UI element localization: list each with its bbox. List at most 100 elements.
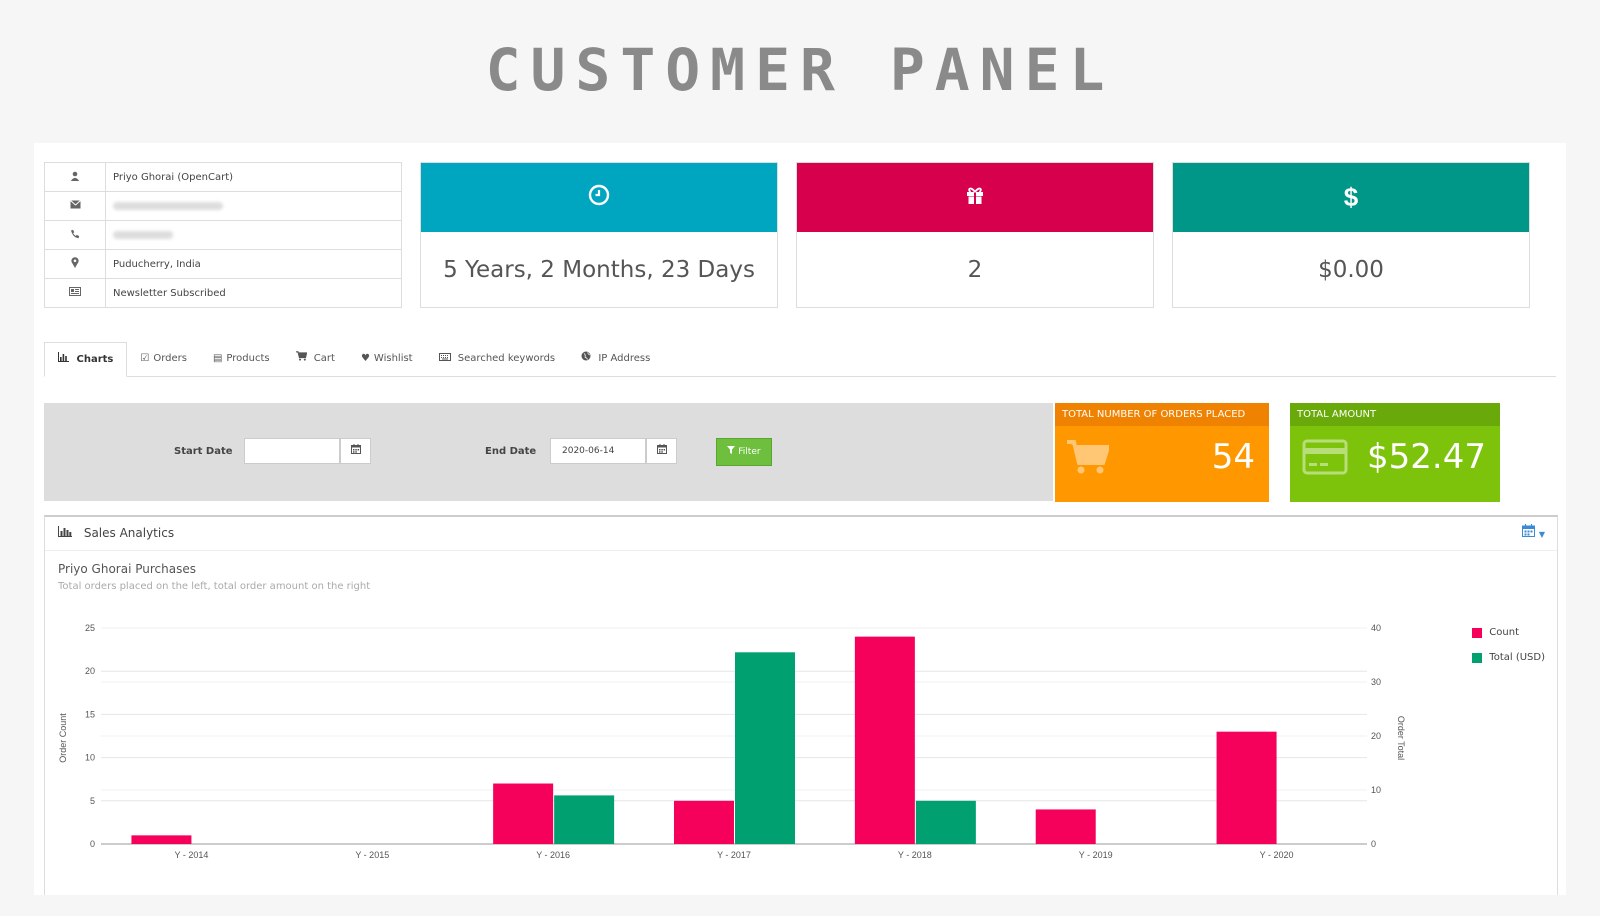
- y-right-tick-label: 30: [1371, 677, 1381, 687]
- info-row-newsletter: Newsletter Subscribed: [44, 278, 402, 308]
- bar-count: [1216, 731, 1277, 844]
- analytics-heading: Sales Analytics: [83, 526, 175, 540]
- bar-count: [674, 800, 734, 844]
- total-orders-box: TOTAL NUMBER OF ORDERS PLACED 54: [1055, 403, 1269, 502]
- y-tick-label: 20: [85, 666, 95, 676]
- tab-label: Products: [226, 353, 270, 364]
- y-right-tick-label: 40: [1371, 623, 1381, 633]
- legend-swatch: [1472, 652, 1483, 663]
- gift-value: 2: [967, 257, 983, 283]
- y-right-tick-label: 0: [1371, 839, 1376, 849]
- y-axis-label: Order Count: [58, 713, 68, 763]
- tab-label: IP Address: [598, 353, 651, 364]
- y-right-axis-label: Order Total: [1396, 716, 1406, 760]
- heart-icon: ♥: [360, 353, 370, 364]
- bar-total: [554, 795, 615, 844]
- clock-icon: [588, 184, 610, 212]
- x-tick-label: Y - 2014: [174, 850, 208, 860]
- tab-charts[interactable]: Charts: [44, 342, 128, 377]
- start-date-input[interactable]: [244, 438, 340, 464]
- envelope-icon: [44, 191, 106, 221]
- card-header: [797, 163, 1153, 232]
- x-tick-label: Y - 2015: [355, 850, 389, 860]
- analytics-period-dropdown[interactable]: ▼: [1521, 517, 1545, 551]
- chart-title: Priyo Ghorai Purchases: [58, 562, 196, 576]
- customer-info-table: Priyo Ghorai (OpenCart) Puducherry, Indi…: [44, 162, 402, 308]
- bar-chart-icon: [58, 526, 76, 540]
- tab-label: Charts: [76, 354, 114, 365]
- y-right-tick-label: 20: [1371, 731, 1381, 741]
- list-icon: ▤: [212, 353, 223, 364]
- check-square-icon: ☑: [140, 353, 150, 364]
- info-row-phone: [44, 220, 402, 250]
- end-date-label: End Date: [485, 446, 537, 457]
- tab-label: Searched keywords: [457, 353, 556, 364]
- legend-item-count[interactable]: Count: [1472, 627, 1545, 638]
- newspaper-icon: [44, 278, 106, 308]
- user-icon: [44, 162, 106, 192]
- globe-icon: [581, 351, 594, 364]
- tab-cart[interactable]: Cart: [283, 342, 348, 376]
- legend-swatch: [1472, 627, 1483, 638]
- total-orders-label: TOTAL NUMBER OF ORDERS PLACED: [1055, 403, 1269, 426]
- analytics-header: Sales Analytics: [45, 517, 1557, 551]
- tab-products[interactable]: ▤ Products: [200, 342, 283, 376]
- bar-chart-icon: [58, 352, 72, 365]
- bar-count: [1035, 809, 1096, 844]
- info-row-name: Priyo Ghorai (OpenCart): [44, 162, 402, 192]
- phone-icon: [44, 220, 106, 250]
- y-tick-label: 0: [90, 839, 95, 849]
- legend-item-total[interactable]: Total (USD): [1472, 652, 1545, 663]
- tab-label: Cart: [313, 353, 335, 364]
- legend-label: Total (USD): [1489, 652, 1545, 663]
- bar-total: [915, 800, 976, 844]
- tab-wishlist[interactable]: ♥ Wishlist: [348, 342, 426, 376]
- bar-count: [854, 636, 915, 844]
- legend-label: Count: [1489, 627, 1519, 638]
- y-tick-label: 15: [85, 709, 95, 719]
- x-tick-label: Y - 2016: [536, 850, 570, 860]
- total-orders-value: 54: [1211, 437, 1255, 477]
- x-tick-label: Y - 2018: [898, 850, 932, 860]
- end-date-input[interactable]: 2020-06-14: [550, 438, 646, 464]
- start-date-label: Start Date: [174, 446, 233, 457]
- y-tick-label: 25: [85, 623, 95, 633]
- gift-icon: [964, 184, 986, 212]
- keyboard-icon: [438, 353, 454, 364]
- page-title: CUSTOMER PANEL: [485, 36, 1115, 104]
- card-header: $: [1173, 163, 1529, 232]
- filter-button[interactable]: Filter: [716, 438, 772, 466]
- tab-label: Orders: [153, 353, 187, 364]
- total-amount-value: $52.47: [1367, 437, 1486, 477]
- bar-total: [735, 652, 795, 844]
- calendar-icon: [656, 444, 667, 457]
- card-header: [421, 163, 777, 232]
- total-amount-box: TOTAL AMOUNT $52.47: [1290, 403, 1500, 502]
- customer-panel: Priyo Ghorai (OpenCart) Puducherry, Indi…: [34, 143, 1566, 895]
- map-marker-icon: [44, 249, 106, 279]
- y-tick-label: 10: [85, 753, 95, 763]
- customer-name: Priyo Ghorai (OpenCart): [105, 162, 402, 192]
- info-row-email: [44, 191, 402, 221]
- customer-since-value: 5 Years, 2 Months, 23 Days: [443, 257, 755, 283]
- filter-icon: [727, 446, 738, 457]
- tab-orders[interactable]: ☑ Orders: [127, 342, 200, 376]
- tab-searched-keywords[interactable]: Searched keywords: [426, 342, 569, 376]
- customer-since-card: 5 Years, 2 Months, 23 Days: [420, 162, 778, 308]
- customer-email-redacted: [105, 191, 402, 221]
- x-tick-label: Y - 2017: [717, 850, 751, 860]
- balance-card: $ $0.00: [1172, 162, 1530, 308]
- sales-analytics-panel: Sales Analytics ▼ Priyo Ghorai Purchases…: [44, 515, 1558, 895]
- end-date-calendar-button[interactable]: [646, 438, 677, 464]
- info-row-location: Puducherry, India: [44, 249, 402, 279]
- gift-card: 2: [796, 162, 1154, 308]
- start-date-calendar-button[interactable]: [340, 438, 371, 464]
- y-right-tick-label: 10: [1371, 785, 1381, 795]
- chart-subtitle: Total orders placed on the left, total o…: [58, 581, 371, 592]
- total-amount-label: TOTAL AMOUNT: [1290, 403, 1500, 426]
- tab-label: Wishlist: [373, 353, 413, 364]
- filter-button-label: Filter: [738, 447, 761, 457]
- credit-card-icon: [1302, 439, 1348, 484]
- tab-ip-address[interactable]: IP Address: [568, 342, 663, 376]
- newsletter-status: Newsletter Subscribed: [105, 278, 402, 308]
